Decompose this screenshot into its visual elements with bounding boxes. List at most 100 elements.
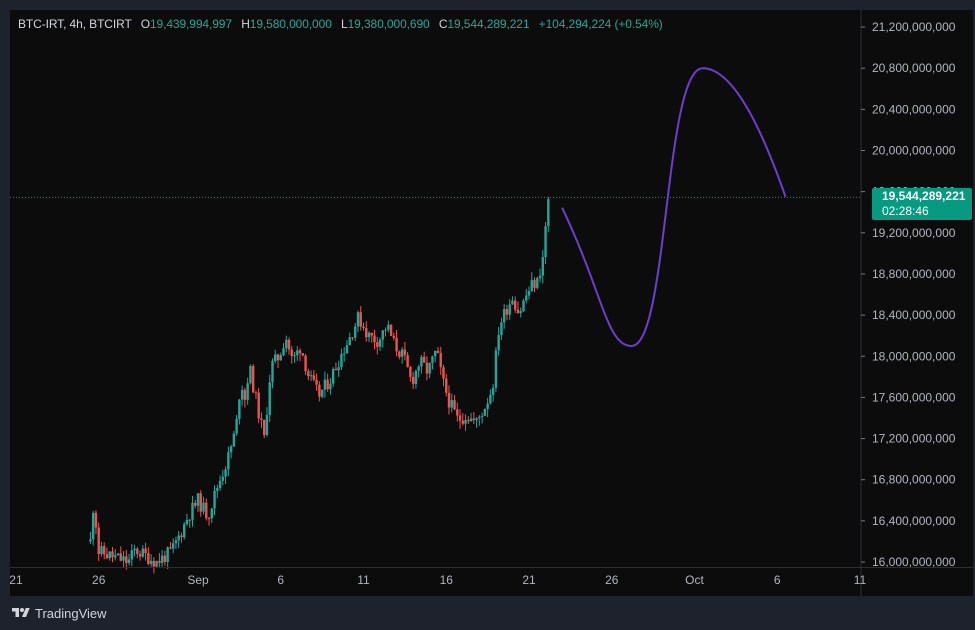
legend-close-label: C — [438, 17, 448, 31]
price-tick-label: 18,000,000,000 — [872, 349, 956, 363]
candle-body — [125, 556, 128, 564]
candle-body — [207, 518, 211, 520]
candle-body — [331, 368, 335, 384]
candle-body — [436, 350, 440, 354]
candle-body — [392, 335, 396, 338]
candle-body — [147, 553, 150, 564]
candle-body — [194, 502, 197, 506]
candle-body — [114, 555, 117, 558]
candle-body — [301, 353, 305, 356]
candle-body — [224, 469, 227, 477]
chart-frame[interactable]: 21,200,000,000 20,800,000,000 20,400,000,0… — [10, 10, 973, 596]
candle-body — [290, 349, 293, 357]
candle-body — [329, 383, 332, 390]
candle-body — [216, 488, 219, 491]
candle-body — [365, 328, 368, 338]
candle-body — [221, 476, 225, 481]
candle-body — [103, 546, 106, 555]
candle-body — [205, 502, 208, 519]
candle-body — [183, 524, 186, 538]
candle-body — [136, 548, 139, 555]
candle-body — [276, 354, 280, 361]
candle-body — [445, 378, 448, 393]
tradingview-logo-icon[interactable] — [10, 606, 32, 620]
projection-wave-line — [561, 67, 787, 347]
candle-body — [260, 418, 263, 420]
candle-body — [191, 502, 194, 520]
candle-body — [213, 490, 216, 509]
candle-body — [293, 355, 296, 357]
time-tick-label: 16 — [440, 573, 454, 587]
candle-body — [536, 278, 539, 288]
candle-body — [238, 399, 241, 419]
candle-body — [160, 555, 164, 563]
candle-body — [378, 339, 382, 347]
legend-symbol[interactable]: BTC-IRT, 4h, BTCIRT — [18, 17, 132, 31]
candle-body — [111, 551, 114, 558]
candle-body — [304, 355, 307, 372]
candle-body — [240, 389, 244, 400]
candle-body — [307, 371, 310, 377]
candle-body — [411, 376, 415, 384]
candle-body — [354, 326, 357, 338]
legend-change: +104,294,224 (+0.54%) — [538, 17, 663, 31]
candle-body — [218, 480, 222, 489]
candle-body — [119, 553, 122, 561]
candle-body — [271, 360, 274, 383]
time-tick-label: 26 — [92, 573, 106, 587]
price-tick-label: 18,400,000,000 — [872, 308, 956, 322]
price-tick-label: 17,600,000,000 — [872, 390, 956, 404]
candle-body — [469, 418, 473, 422]
candle-body — [97, 527, 100, 555]
candle-body — [425, 362, 429, 374]
candle-body — [138, 554, 142, 557]
time-tick-label: 26 — [605, 573, 619, 587]
candle-body — [227, 452, 230, 470]
candle-body — [384, 329, 387, 331]
candle-body — [376, 342, 379, 347]
candle-body — [370, 332, 373, 336]
price-tick-label: 16,400,000,000 — [872, 514, 956, 528]
candle-body — [196, 493, 200, 506]
candle-body — [282, 348, 285, 356]
candle-body — [464, 420, 467, 424]
legend-high-label: H — [241, 17, 250, 31]
candle-body — [456, 409, 459, 416]
price-tick-label: 21,200,000,000 — [872, 20, 956, 34]
candle-body — [489, 394, 492, 404]
candle-body — [367, 332, 371, 338]
candle-body — [373, 335, 376, 343]
candle-body — [163, 555, 167, 563]
candle-body — [467, 420, 470, 422]
candle-body — [320, 389, 324, 397]
candle-body — [155, 560, 158, 567]
candle-body — [398, 351, 401, 357]
candle-body — [533, 279, 536, 288]
candle-body — [527, 291, 531, 296]
time-tick-label: 11 — [357, 573, 370, 587]
price-tick-label: 20,800,000,000 — [872, 61, 956, 75]
candle-body — [356, 312, 360, 327]
candles — [89, 196, 550, 574]
candle-body — [431, 356, 434, 364]
candle-body — [210, 508, 213, 519]
candle-body — [152, 560, 156, 567]
candle-body — [285, 339, 288, 349]
candle-body — [254, 392, 258, 394]
candle-body — [340, 353, 343, 368]
legend-open-value: 19,439,994,997 — [149, 17, 232, 31]
price-tick-label: 20,400,000,000 — [872, 102, 956, 116]
time-tick-label: 6 — [277, 573, 284, 587]
candle-body — [453, 400, 456, 410]
candle-body — [348, 337, 351, 346]
price-tick-label: 17,200,000,000 — [872, 432, 956, 446]
candle-body — [180, 535, 183, 538]
candle-body — [89, 539, 92, 542]
footer-brand[interactable]: TradingView — [35, 605, 107, 621]
candle-body — [296, 350, 299, 356]
price-tick-label: 18,800,000,000 — [872, 267, 956, 281]
candle-body — [171, 543, 175, 549]
candle-body — [342, 353, 346, 355]
candlestick-chart[interactable]: 21,200,000,000 20,800,000,000 20,400,000,0… — [10, 10, 973, 596]
candle-body — [174, 540, 178, 544]
